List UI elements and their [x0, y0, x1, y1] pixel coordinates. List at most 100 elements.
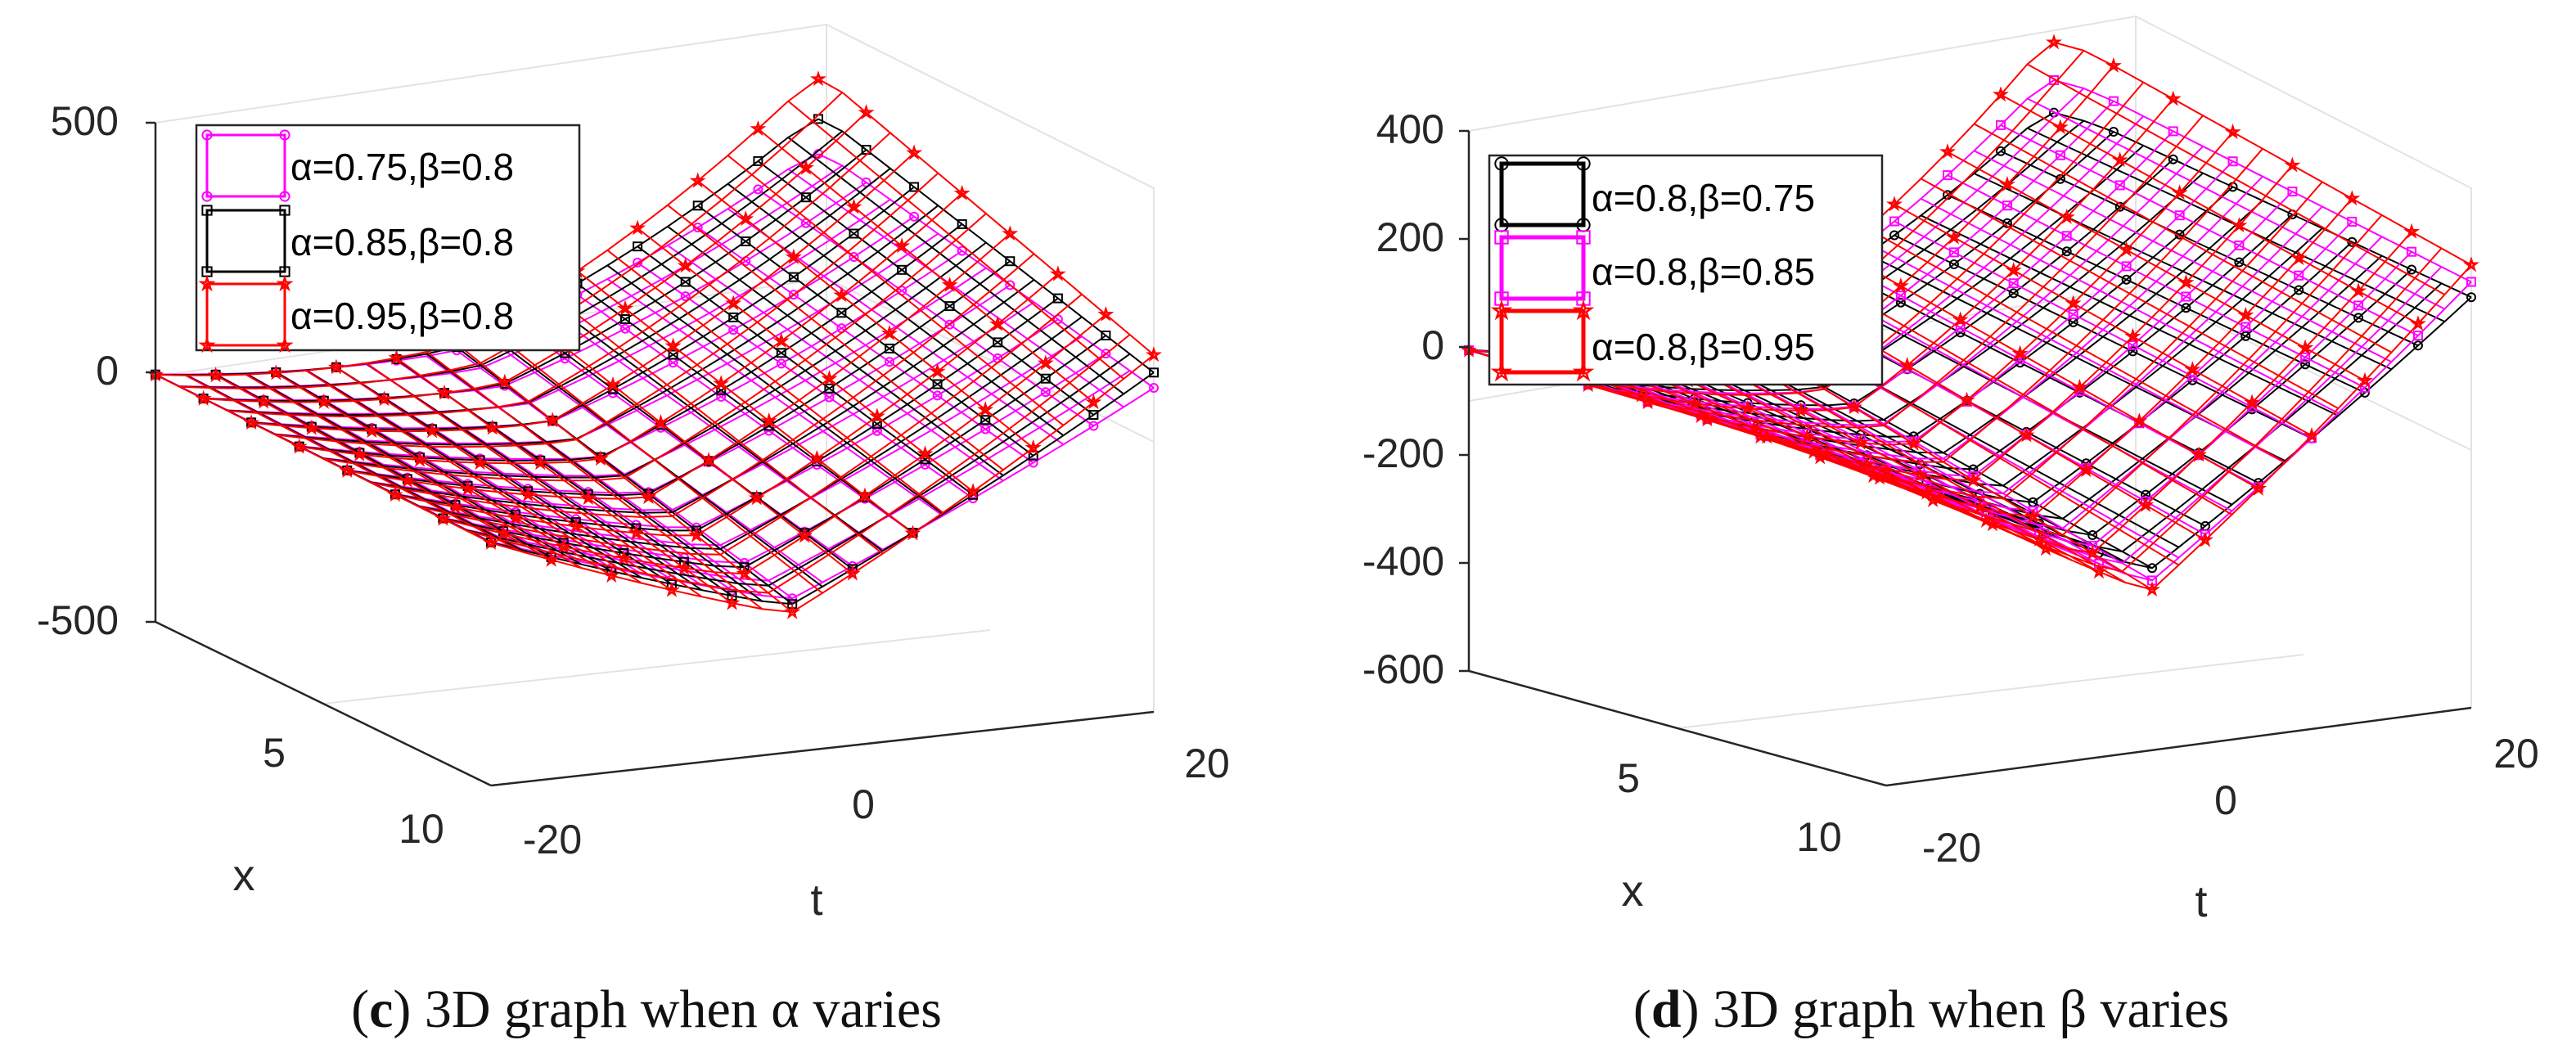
data-point	[1996, 119, 2006, 130]
mesh-line	[275, 371, 612, 572]
legend-entry: α=0.8,β=0.75	[1494, 156, 1815, 232]
data-point	[929, 362, 946, 379]
data-point	[2005, 262, 2022, 277]
mesh-line	[1921, 214, 2339, 416]
data-point	[666, 579, 677, 589]
t-axis-label: t	[2195, 877, 2207, 926]
data-point	[858, 104, 875, 120]
data-point	[1895, 297, 1906, 308]
legend-marker	[1572, 299, 1595, 321]
data-point	[616, 299, 634, 316]
data-point	[2181, 303, 2191, 313]
data-point	[543, 551, 560, 567]
data-point	[1998, 175, 2015, 192]
data-point	[1877, 462, 1895, 479]
mesh-line	[1974, 123, 2392, 353]
data-point	[2413, 340, 2423, 351]
legend-swatch	[201, 205, 290, 277]
panel-c-axes	[146, 121, 1155, 787]
data-point	[628, 524, 645, 540]
data-point	[1739, 399, 1756, 416]
data-point	[1805, 443, 1822, 459]
z-tick-label: 0	[96, 348, 119, 394]
mesh-line	[1947, 174, 2366, 389]
t-tick-label: 20	[1184, 741, 1230, 786]
z-tick-label: 500	[51, 98, 119, 144]
data-point	[496, 373, 513, 389]
data-point	[2055, 173, 2065, 184]
data-point	[920, 459, 930, 470]
data-point	[2024, 508, 2042, 524]
data-point	[728, 312, 739, 322]
legend-marker	[279, 205, 290, 216]
data-point	[2011, 344, 2029, 361]
data-point	[2240, 322, 2251, 332]
data-point	[2240, 331, 2251, 341]
mesh-line	[1840, 251, 2259, 490]
mesh-line	[1894, 220, 2313, 439]
data-point	[2164, 90, 2182, 106]
mesh-line	[426, 351, 763, 610]
data-point	[1930, 489, 1948, 506]
mesh-line	[2027, 97, 2445, 310]
data-point	[2121, 261, 2132, 272]
data-point	[2061, 246, 2072, 257]
mesh-line	[2000, 124, 2419, 336]
panel-c-x-ticks: 5 10 x	[233, 730, 444, 900]
data-point	[750, 119, 767, 137]
mesh-line	[787, 100, 1124, 380]
data-point	[897, 264, 907, 275]
data-point	[1745, 419, 1763, 435]
mesh-line	[667, 204, 1004, 471]
data-point	[2303, 426, 2321, 443]
data-point	[1898, 357, 1916, 373]
data-point	[435, 510, 452, 526]
data-point	[2184, 361, 2201, 377]
data-point	[1845, 398, 1862, 415]
panel-d-legend: α=0.8,β=0.75 α=0.8,β=0.85 α=0.8,β=0.95	[1488, 154, 1884, 386]
mesh-line	[245, 373, 582, 569]
data-point	[327, 358, 345, 375]
data-point	[965, 483, 982, 499]
data-point	[2290, 250, 2308, 266]
mesh-line	[486, 326, 823, 594]
data-point	[2128, 346, 2138, 357]
data-point	[255, 393, 272, 409]
data-point	[2294, 285, 2304, 295]
x-tick-label: 10	[1796, 814, 1842, 860]
legend-marker	[198, 274, 216, 292]
mesh-line	[1814, 282, 2232, 512]
data-point	[1025, 439, 1042, 455]
data-point	[788, 272, 799, 282]
data-point	[1792, 402, 1809, 418]
z-tick-label: 0	[1421, 322, 1444, 368]
panel-d-z-ticks: 400 200 0 -200 -400 -600	[1362, 106, 1444, 692]
data-point	[2061, 231, 2072, 241]
data-point	[2114, 180, 2125, 191]
data-point	[836, 308, 847, 318]
data-point	[2124, 327, 2141, 344]
panel-d-axes	[1459, 129, 2472, 787]
data-point	[1885, 196, 1903, 212]
data-point	[1028, 450, 1038, 461]
z-tick-label: 200	[1376, 214, 1444, 260]
data-point	[633, 241, 643, 252]
data-point	[620, 314, 630, 324]
data-point	[388, 349, 405, 366]
data-point	[2466, 292, 2476, 303]
data-point	[482, 534, 500, 550]
mesh-line	[546, 290, 884, 555]
x-tick-label: 5	[263, 730, 286, 776]
data-point	[916, 445, 934, 461]
legend-marker	[279, 129, 290, 141]
data-point	[520, 486, 537, 502]
data-point	[2087, 530, 2098, 540]
legend-entry: α=0.75,β=0.8	[201, 129, 514, 202]
legend-marker	[201, 191, 213, 202]
data-point	[977, 401, 994, 417]
legend-marker	[1490, 361, 1513, 382]
mesh-line	[245, 372, 582, 565]
mesh-line	[305, 370, 642, 584]
mesh-line	[215, 374, 552, 561]
